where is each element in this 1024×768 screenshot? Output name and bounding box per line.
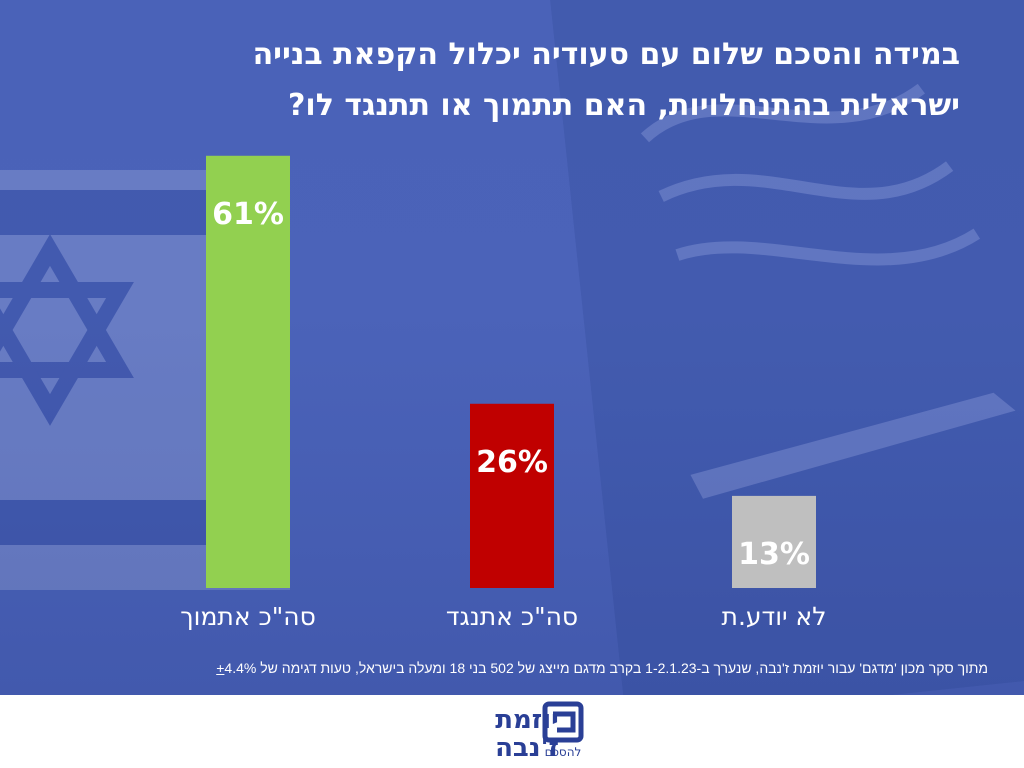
logo-tagline: להסכם [545,745,582,759]
survey-footnote: מתוך סקר מכון 'מדגם' עבור יוזמת ז'נבה, ש… [0,660,988,676]
data-label-3: 13% [738,537,810,572]
logo-mark-inner [553,711,576,733]
data-label-2: 26% [476,445,548,480]
saudi-flag-icon [546,0,1024,695]
chart-title-line-1: במידה והסכם שלום עם סעודיה יכלול הקפאת ב… [252,37,960,72]
footnote-plusminus: + [216,660,225,676]
data-label-1: 61% [212,197,284,232]
logo-mark-icon [542,701,584,743]
bar-1 [206,155,290,588]
chart-title-line-2: ישראלית בהתנחלויות, האם תתמוך או תתנגד ל… [288,88,960,123]
category-label-2: סה"כ אתנגד [446,602,578,631]
geneva-initiative-logo: יוזמת ז'נבה להסכם [495,701,584,762]
bar-3 [732,495,816,588]
footnote-text: מתוך סקר מכון 'מדגם' עבור יוזמת ז'נבה, ש… [224,660,988,676]
category-label-3: לא יודע.ת [722,602,827,631]
logo-text-line-1: יוזמת [495,705,559,735]
category-label-1: סה"כ אתמוך [180,602,316,631]
bar-chart: 61% סה"כ אתמוך 26% סה"כ אתנגד 13% לא יודע.ת [180,155,827,631]
footer-bar [0,695,1024,768]
bar-2 [470,403,554,588]
